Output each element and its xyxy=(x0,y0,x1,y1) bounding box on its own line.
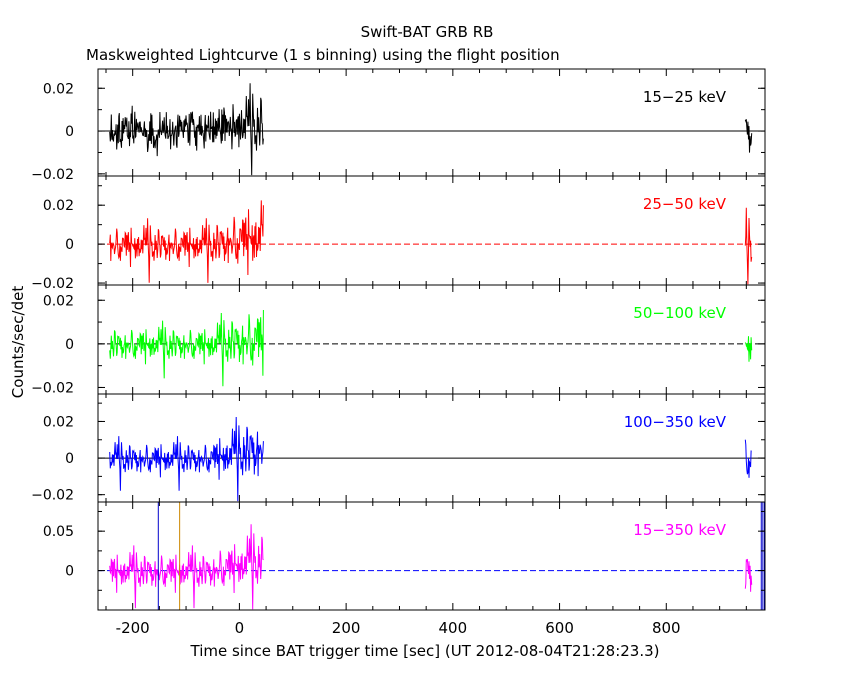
panel-2-y-tick-label: 0 xyxy=(65,237,74,253)
panel-3-series xyxy=(109,309,753,387)
panel-5: 0.05 0 15−350 keV xyxy=(43,501,766,611)
panel-4-y-tick-label: −0.02 xyxy=(31,488,74,504)
panel-3-y-tick-label: −0.02 xyxy=(31,380,74,396)
panel-2-series xyxy=(109,200,753,285)
y-axis-label: Counts/sec/det xyxy=(9,286,27,399)
panel-5-y-tick-label: 0 xyxy=(65,564,74,580)
x-tick-label: 800 xyxy=(652,619,681,637)
panel-4-series xyxy=(109,416,752,502)
panel-3-y-tick-label: 0.02 xyxy=(43,293,74,309)
x-tick-label: 600 xyxy=(545,619,574,637)
x-tick-label: 200 xyxy=(332,619,361,637)
panel-3-y-tick-label: 0 xyxy=(65,337,74,353)
panel-2-y-tick-label: −0.02 xyxy=(31,276,74,292)
panel-1-frame xyxy=(97,68,766,177)
chart-subtitle: Maskweighted Lightcurve (1 s binning) us… xyxy=(86,46,560,64)
panel-4-y-tick-label: 0.02 xyxy=(43,414,74,430)
panel-1-y-tick-label: −0.02 xyxy=(31,167,74,183)
panel-1-y-tick-label: 0 xyxy=(65,124,74,140)
panel-2-y-tick-label: 0.02 xyxy=(43,198,74,214)
panel-5-series xyxy=(109,524,753,610)
panel-2-band-label: 25−50 keV xyxy=(643,195,727,213)
panel-1: 0.02 0 −0.02 15−25 keV xyxy=(31,68,766,183)
panel-2: 0.02 0 −0.02 25−50 keV xyxy=(31,175,766,292)
x-tick-label: 400 xyxy=(439,619,468,637)
panel-1-series xyxy=(109,83,753,176)
panel-5-frame xyxy=(97,501,766,611)
panel-3: 0.02 0 −0.02 50−100 keV xyxy=(31,284,766,396)
chart-title: Swift-BAT GRB RB xyxy=(361,23,494,41)
panel-4-frame xyxy=(97,393,766,503)
panel-3-frame xyxy=(97,284,766,395)
panel-2-frame xyxy=(97,175,766,286)
panel-5-band-label: 15−350 keV xyxy=(633,521,726,539)
x-tick-label: 0 xyxy=(235,619,245,637)
panel-1-y-tick-label: 0.02 xyxy=(43,81,74,97)
panel-5-y-tick-label: 0.05 xyxy=(43,524,74,540)
panel-4-band-label: 100−350 keV xyxy=(624,413,727,431)
panel-4-y-tick-label: 0 xyxy=(65,451,74,467)
x-axis-label: Time since BAT trigger time [sec] (UT 20… xyxy=(190,642,660,660)
panel-3-band-label: 50−100 keV xyxy=(633,304,726,322)
x-tick-label: -200 xyxy=(116,619,150,637)
panel-4: 0.02 0 −0.02 100−350 keV xyxy=(31,393,766,504)
panel-1-band-label: 15−25 keV xyxy=(643,88,727,106)
